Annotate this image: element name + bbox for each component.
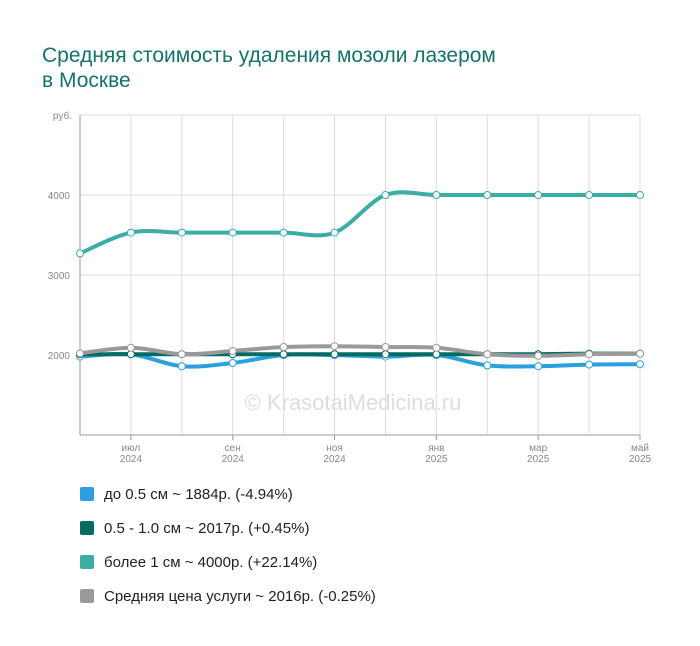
point [228, 228, 237, 237]
x-tick-label: янв 2025 [425, 443, 448, 465]
point [432, 191, 441, 199]
point [483, 350, 492, 359]
point [279, 343, 288, 351]
point [279, 228, 288, 237]
x-tick-label: ноя 2024 [323, 443, 346, 465]
legend-swatch [80, 589, 94, 603]
point [228, 359, 237, 367]
point [76, 249, 84, 258]
chart-title: Средняя стоимость удаления мозоли лазеро… [42, 44, 496, 92]
legend-swatch [80, 487, 94, 501]
point [330, 342, 339, 351]
x-tick-label: сен 2024 [222, 443, 245, 465]
point [381, 191, 390, 199]
legend-label: до 0.5 см ~ 1884р. (-4.94%) [104, 486, 293, 503]
y-tick-label: 4000 [48, 191, 71, 202]
point [636, 349, 644, 358]
y-unit-label: руб. [53, 110, 72, 122]
point [381, 350, 390, 359]
point [228, 347, 237, 355]
point [483, 361, 492, 370]
point [76, 349, 84, 358]
point [177, 228, 186, 237]
legend-label: 0.5 - 1.0 см ~ 2017р. (+0.45%) [104, 520, 309, 537]
legend-swatch [80, 555, 94, 569]
point [585, 360, 594, 369]
point [585, 191, 594, 199]
point [177, 362, 186, 371]
point [534, 191, 543, 199]
series-line [79, 190, 640, 256]
point [534, 351, 543, 360]
watermark: © KrasotaiMedicina.ru [245, 390, 462, 415]
legend-swatch [80, 521, 94, 535]
point [534, 362, 543, 371]
legend-label: Средняя цена услуги ~ 2016р. (-0.25%) [104, 588, 376, 605]
point [330, 228, 339, 237]
x-tick-label: мар 2025 [527, 443, 550, 465]
point [126, 343, 135, 352]
grid [80, 114, 641, 435]
point [126, 228, 135, 237]
point [330, 350, 339, 359]
point [381, 343, 390, 351]
point [279, 350, 288, 359]
y-tick-label: 3000 [48, 271, 71, 282]
point [177, 350, 186, 359]
point [585, 350, 594, 359]
point [483, 191, 492, 199]
x-tick-label: май 2025 [629, 443, 652, 465]
point [636, 191, 644, 199]
point [432, 343, 441, 352]
point [636, 360, 644, 369]
x-tick-label: июл 2024 [120, 443, 143, 465]
legend-label: более 1 см ~ 4000р. (+22.14%) [104, 554, 317, 571]
series-line [79, 344, 641, 358]
y-tick-label: 2000 [48, 351, 71, 362]
